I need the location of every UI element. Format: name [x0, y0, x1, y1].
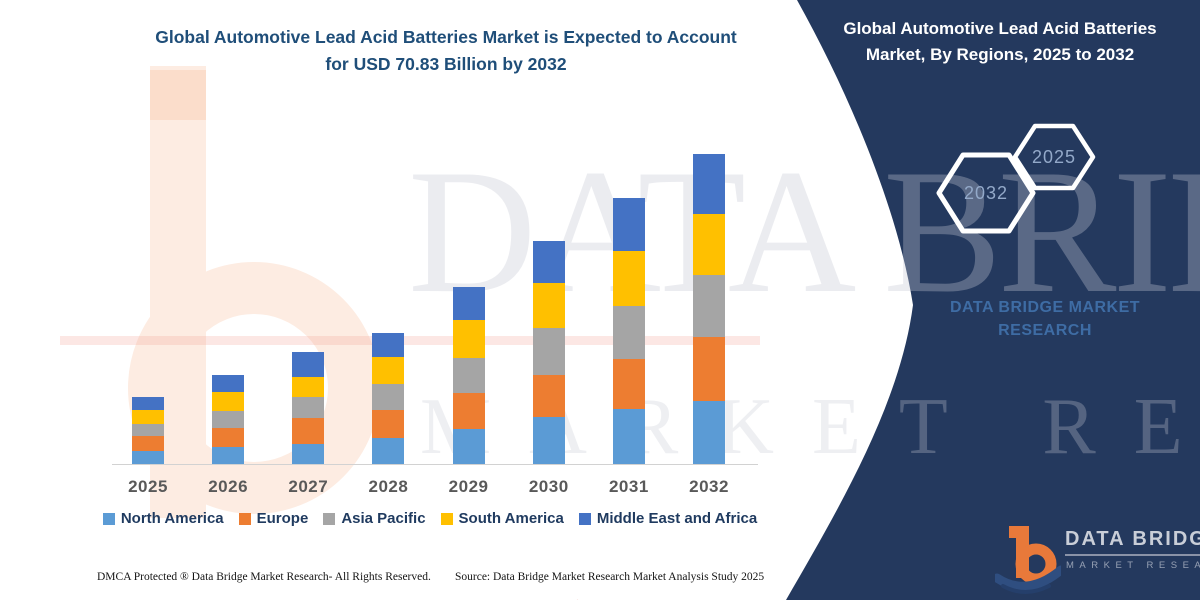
- bar-segment-north-america: [612, 408, 645, 464]
- bar-segment-europe: [452, 393, 485, 429]
- bar-segment-middle-east-and-africa: [132, 397, 164, 411]
- bar-2030: [532, 241, 565, 464]
- bar-2031: [612, 197, 645, 464]
- bar-segment-north-america: [132, 450, 164, 464]
- bar-segment-asia-pacific: [532, 328, 565, 376]
- legend-item-middle-east-and-africa: Middle East and Africa: [578, 510, 758, 527]
- bar-segment-europe: [372, 410, 405, 439]
- bar-segment-middle-east-and-africa: [212, 375, 245, 393]
- bar-segment-south-america: [132, 410, 164, 425]
- legend-item-europe: Europe: [238, 510, 309, 527]
- hexagon-2025: 2025: [1010, 120, 1098, 194]
- hexagon-2025-label: 2025: [1031, 146, 1077, 167]
- bar-segment-middle-east-and-africa: [612, 197, 645, 251]
- legend-label: Middle East and Africa: [596, 510, 758, 527]
- bar-segment-north-america: [292, 443, 325, 464]
- x-axis-label-2025: 2025: [128, 477, 168, 496]
- logo-subtitle: MARKET RESEARCH: [1066, 560, 1200, 571]
- bar-segment-north-america: [693, 400, 726, 464]
- swoosh-watermark-band: [60, 336, 760, 345]
- hexagon-2032: 2032: [933, 148, 1039, 238]
- chart-title-line2: for USD 70.83 Billion by 2032: [325, 54, 567, 75]
- bar-segment-europe: [212, 428, 245, 447]
- hexagon-outline-icon: [1012, 123, 1096, 191]
- x-axis-label-2026: 2026: [208, 477, 249, 496]
- panel-title: Global Automotive Lead Acid Batteries Ma…: [843, 19, 1157, 64]
- legend-swatch-icon: [238, 512, 251, 525]
- legend-swatch-icon: [102, 512, 115, 525]
- chart-title: Global Automotive Lead Acid Batteries Ma…: [116, 24, 776, 78]
- x-axis-label-2029: 2029: [448, 477, 489, 496]
- data-bridge-logo: DATA BRIDGE MARKET RESEARCH: [995, 522, 1200, 598]
- chart-title-line1: Global Automotive Lead Acid Batteries Ma…: [155, 27, 737, 47]
- hexagon-outline-icon: [936, 152, 1036, 234]
- bar-segment-middle-east-and-africa: [532, 241, 565, 284]
- bar-segment-south-america: [612, 250, 645, 307]
- bar-segment-europe: [693, 337, 726, 401]
- bar-segment-north-america: [532, 417, 565, 464]
- bar-segment-middle-east-and-africa: [292, 352, 325, 378]
- x-axis-label-2030: 2030: [528, 477, 569, 496]
- bar-segment-asia-pacific: [132, 424, 164, 437]
- logo-b-icon: [995, 526, 1061, 594]
- bar-segment-south-america: [292, 377, 325, 398]
- bar-segment-south-america: [452, 320, 485, 359]
- legend-item-south-america: South America: [440, 510, 564, 527]
- legend: North America Europe Asia Pacific South Ame…: [100, 510, 760, 527]
- footer-dmca-text: DMCA Protected ® Data Bridge Market Rese…: [97, 571, 431, 583]
- bar-segment-north-america: [372, 438, 405, 464]
- bar-segment-europe: [532, 375, 565, 418]
- bar-segment-south-america: [693, 213, 726, 276]
- bar-segment-south-america: [532, 283, 565, 329]
- legend-label: Asia Pacific: [341, 510, 426, 527]
- bar-segment-middle-east-and-africa: [452, 287, 485, 321]
- x-axis-line: [112, 464, 758, 465]
- legend-label: North America: [120, 510, 224, 527]
- legend-item-asia-pacific: Asia Pacific: [323, 510, 426, 527]
- legend-item-north-america: North America: [102, 510, 224, 527]
- x-axis-label-2027: 2027: [288, 477, 329, 496]
- panel-brand-text: DATA BRIDGE MARKET RESEARCH: [900, 296, 1190, 342]
- bar-segment-europe: [292, 418, 325, 444]
- legend-label: South America: [458, 510, 564, 527]
- legend-swatch-icon: [440, 512, 453, 525]
- bar-segment-north-america: [212, 446, 245, 464]
- bar-2025: [132, 397, 164, 464]
- bar-segment-asia-pacific: [292, 397, 325, 419]
- panel-brand-line1: DATA BRIDGE MARKET: [949, 299, 1141, 316]
- bar-segment-asia-pacific: [212, 411, 245, 429]
- legend-label: Europe: [256, 510, 309, 527]
- x-axis-label-2028: 2028: [368, 477, 409, 496]
- hexagon-2032-label: 2032: [963, 182, 1009, 203]
- footer-source-text: Source: Data Bridge Market Research Mark…: [455, 571, 765, 583]
- bar-segment-asia-pacific: [612, 306, 645, 360]
- bar-segment-south-america: [372, 357, 405, 385]
- bar-segment-europe: [132, 436, 164, 451]
- bar-2029: [452, 287, 485, 464]
- bar-segment-middle-east-and-africa: [693, 153, 726, 214]
- legend-swatch-icon: [323, 512, 336, 525]
- bar-2028: [372, 333, 405, 464]
- panel-brand-line2: RESEARCH: [998, 322, 1092, 340]
- x-axis-label-2031: 2031: [608, 477, 649, 496]
- bar-2032: [693, 153, 726, 464]
- bar-segment-asia-pacific: [693, 275, 726, 337]
- logo-b-watermark-top: [150, 70, 206, 120]
- x-axis-label-2032: 2032: [689, 477, 729, 496]
- logo-wordmark: DATA BRIDGE: [1065, 528, 1200, 556]
- bar-segment-asia-pacific: [372, 384, 405, 411]
- bar-2027: [292, 352, 325, 464]
- bar-segment-south-america: [212, 392, 245, 412]
- bar-segment-north-america: [452, 429, 485, 464]
- bar-segment-asia-pacific: [452, 358, 485, 394]
- plot-area: 2025 2026 2027 2028 2029 2030 2031 2032: [112, 145, 760, 496]
- legend-swatch-icon: [578, 512, 591, 525]
- bar-segment-europe: [612, 359, 645, 409]
- bar-2026: [212, 375, 245, 464]
- bar-segment-middle-east-and-africa: [372, 333, 405, 358]
